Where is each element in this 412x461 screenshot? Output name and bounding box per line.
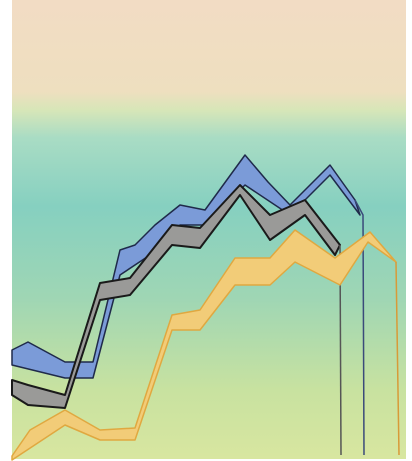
gray-band [11,184,341,409]
bands [11,154,400,461]
yellow-tail [395,261,400,456]
blue-tail [354,199,365,456]
blue-band [11,154,361,379]
